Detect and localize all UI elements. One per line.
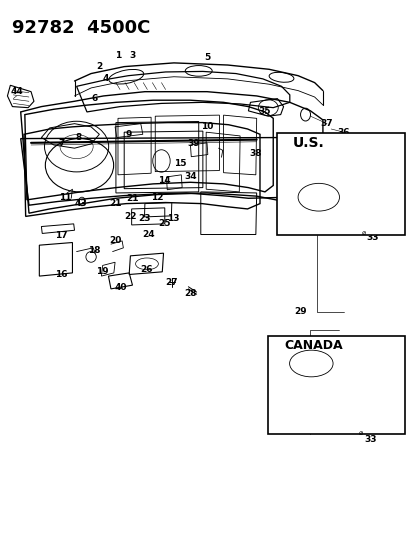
Text: 11: 11 (59, 193, 71, 201)
Text: 16: 16 (55, 270, 67, 279)
Text: 30: 30 (345, 166, 357, 175)
Text: 40: 40 (114, 284, 127, 292)
Text: 9: 9 (125, 130, 131, 139)
Text: 30: 30 (291, 349, 304, 357)
Text: 28: 28 (184, 289, 196, 297)
Text: 38: 38 (249, 149, 261, 158)
Text: 20: 20 (109, 237, 121, 245)
Text: 5: 5 (203, 53, 210, 61)
Text: 14: 14 (158, 176, 171, 184)
Text: 92782  4500C: 92782 4500C (12, 19, 150, 37)
Text: 23: 23 (138, 214, 151, 223)
Text: 31: 31 (291, 173, 304, 181)
Text: 29: 29 (293, 308, 306, 316)
Text: 25: 25 (158, 220, 171, 228)
Text: 35: 35 (258, 108, 271, 116)
Text: 26: 26 (140, 265, 153, 273)
Text: 39: 39 (187, 140, 199, 148)
Text: 37: 37 (320, 119, 332, 128)
Text: 32: 32 (322, 194, 335, 203)
Text: ⌀: ⌀ (361, 230, 366, 237)
Text: 27: 27 (165, 278, 178, 287)
Text: 33: 33 (366, 233, 378, 241)
Text: 43: 43 (74, 199, 87, 208)
Text: 21: 21 (126, 194, 138, 203)
Text: 3: 3 (129, 52, 135, 60)
FancyBboxPatch shape (276, 133, 404, 235)
Text: 34: 34 (184, 173, 196, 181)
Text: U.S.: U.S. (292, 135, 324, 150)
Text: 29: 29 (337, 228, 349, 236)
Text: 1: 1 (114, 52, 121, 60)
Text: 42: 42 (271, 364, 284, 372)
Text: 13: 13 (166, 214, 179, 223)
Text: CANADA: CANADA (284, 339, 343, 352)
Text: 19: 19 (96, 268, 109, 276)
Text: 21: 21 (109, 199, 121, 208)
Text: 8: 8 (75, 133, 82, 142)
Text: 33: 33 (363, 435, 376, 444)
Text: 42: 42 (271, 390, 284, 399)
Text: 42: 42 (355, 393, 368, 401)
Text: 6: 6 (91, 94, 97, 103)
Text: 10: 10 (200, 123, 213, 131)
Text: 44: 44 (10, 87, 23, 96)
Text: 22: 22 (124, 213, 136, 221)
Text: 41: 41 (355, 367, 368, 376)
Text: 36: 36 (337, 128, 349, 136)
Text: 17: 17 (55, 231, 67, 240)
FancyBboxPatch shape (268, 336, 404, 434)
Text: 7: 7 (58, 140, 64, 148)
Text: 24: 24 (142, 230, 155, 239)
Text: 15: 15 (173, 159, 186, 167)
Text: ⌀: ⌀ (358, 430, 362, 436)
Text: 4: 4 (102, 75, 109, 83)
Text: 12: 12 (151, 193, 163, 201)
Text: 2: 2 (96, 62, 102, 71)
Text: 18: 18 (88, 246, 100, 255)
Text: 32: 32 (320, 358, 332, 367)
